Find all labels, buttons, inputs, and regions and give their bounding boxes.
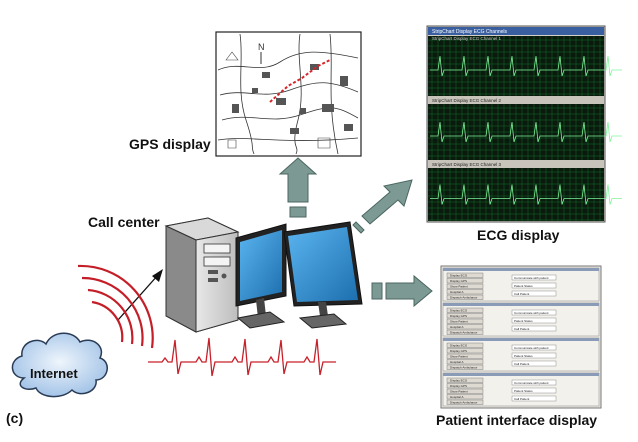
patient-panel-button-label: Dispatch Ambulance (450, 401, 478, 405)
ecg-channel-2-title: StripChart Display ECG Channel 2 (432, 98, 502, 103)
panel-label: (c) (6, 410, 24, 426)
patient-panel-button-label: Display GPS (450, 349, 467, 353)
patient-panel-button-label: Dispatch Ambulance (450, 366, 478, 370)
patient-panel-button[interactable] (446, 272, 484, 278)
patient-panel-button[interactable] (446, 353, 484, 359)
patient-panel-field[interactable] (511, 325, 557, 332)
patient-panel-button[interactable] (446, 318, 484, 324)
patient-panel-button-label: Dispatch Ambulance (450, 331, 478, 335)
patient-panel-button-label: Show Patient (450, 320, 468, 324)
patient-panel-button-label: Display ECG (450, 309, 468, 313)
call-center-label: Call center (88, 214, 160, 230)
patient-panel-button[interactable] (446, 348, 484, 354)
patient-panel-button-label: Display GPS (450, 314, 467, 318)
patient-panel-field-label: Patient Status (514, 319, 533, 323)
patient-panel-button[interactable] (446, 294, 484, 300)
patient-panel-button[interactable] (446, 342, 484, 348)
patient-panel-field[interactable] (511, 317, 557, 324)
patient-panel-field-label: Communicate with patient (514, 346, 549, 350)
patient-panel-field-label: Communicate with patient (514, 381, 549, 385)
patient-panel-field-label: Call Patient (514, 292, 530, 296)
arrow-to-ecg (352, 179, 413, 234)
ecg-trace-channel-3 (430, 184, 622, 205)
patient-panel-field-label: Call Patient (514, 397, 530, 401)
svg-text:N: N (258, 42, 265, 52)
gps-display-label: GPS display (129, 136, 211, 152)
patient-panel-button[interactable] (446, 377, 484, 383)
wireless-signal-icon (77, 264, 154, 349)
patient-panel-button[interactable] (446, 329, 484, 335)
internet-label: Internet (30, 366, 78, 381)
ecg-trace-channel-1 (430, 55, 622, 77)
arrow-to-gps (278, 157, 318, 218)
patient-panel-button[interactable] (446, 283, 484, 289)
patient-panel-button[interactable] (446, 388, 484, 394)
ecg-window: StripChart Display ECG Channels StripCha… (426, 25, 622, 223)
ecg-grid (428, 36, 604, 221)
patient-interface-display-label: Patient interface display (436, 412, 598, 428)
arrow-to-patient (371, 274, 433, 308)
patient-panel-button-label: Display GPS (450, 384, 467, 388)
patient-panel-field-label: Call Patient (514, 327, 530, 331)
patient-panel-button[interactable] (446, 383, 484, 389)
ecg-channel-3-title: StripChart Display ECG Channel 3 (432, 162, 502, 167)
patient-panel-field-label: Patient Status (514, 284, 533, 288)
patient-panel-button-label: Display GPS (450, 279, 467, 283)
monitor-right (283, 221, 363, 329)
gps-route (269, 59, 331, 103)
patient-panel-field-label: Communicate with patient (514, 311, 549, 315)
patient-panel-button[interactable] (446, 399, 484, 405)
patient-panel-button[interactable] (446, 394, 484, 400)
patient-panel-field-label: Patient Status (514, 389, 533, 393)
patient-panel-field-label: Call Patient (514, 362, 530, 366)
ecg-window-title: StripChart Display ECG Channels (432, 29, 508, 35)
patient-panel-field[interactable] (511, 344, 557, 351)
patient-panel-field[interactable] (511, 387, 557, 394)
patient-panel-button[interactable] (446, 364, 484, 370)
internet-cloud (11, 332, 108, 398)
patient-panel-field[interactable] (511, 360, 557, 367)
patient-panel-button[interactable] (446, 359, 484, 365)
patient-panel-field[interactable] (511, 282, 557, 289)
patient-panel-button[interactable] (446, 324, 484, 330)
gps-map: N (215, 31, 362, 157)
patient-panel-button-label: Hospital A (450, 395, 464, 399)
patient-panel-button[interactable] (446, 278, 484, 284)
patient-panel-button[interactable] (446, 313, 484, 319)
ecg-traces (430, 55, 622, 205)
monitor-left (235, 223, 287, 329)
patient-panel-button-label: Display ECG (450, 274, 468, 278)
patient-panel-button-label: Show Patient (450, 355, 468, 359)
patient-panel-button[interactable] (446, 289, 484, 295)
patient-panel-field-label: Patient Status (514, 354, 533, 358)
patient-panel-field[interactable] (511, 379, 557, 386)
ecg-waveform (148, 337, 336, 377)
patient-panel-button-label: Show Patient (450, 390, 468, 394)
patient-panel-field-label: Communicate with patient (514, 276, 549, 280)
ecg-display-label: ECG display (477, 227, 560, 243)
ecg-channel-1-title: StripChart Display ECG Channel 1 (432, 36, 502, 41)
ecg-trace-channel-2 (430, 121, 622, 143)
patient-panel-field[interactable] (511, 395, 557, 402)
patient-panel-button-label: Hospital A (450, 290, 464, 294)
patient-panel-button-label: Show Patient (450, 285, 468, 289)
patient-panel-field[interactable] (511, 290, 557, 297)
patient-panel-field[interactable] (511, 309, 557, 316)
patient-panel-field[interactable] (511, 352, 557, 359)
computer-tower (164, 217, 240, 333)
patient-panel-button-label: Dispatch Ambulance (450, 296, 478, 300)
patient-panel-button-label: Hospital A (450, 325, 464, 329)
patient-panel-button-label: Hospital A (450, 360, 464, 364)
patient-panel-field[interactable] (511, 274, 557, 281)
patient-panel-button-label: Display ECG (450, 344, 468, 348)
patient-panel-button-label: Display ECG (450, 379, 468, 383)
patient-panel-button[interactable] (446, 307, 484, 313)
